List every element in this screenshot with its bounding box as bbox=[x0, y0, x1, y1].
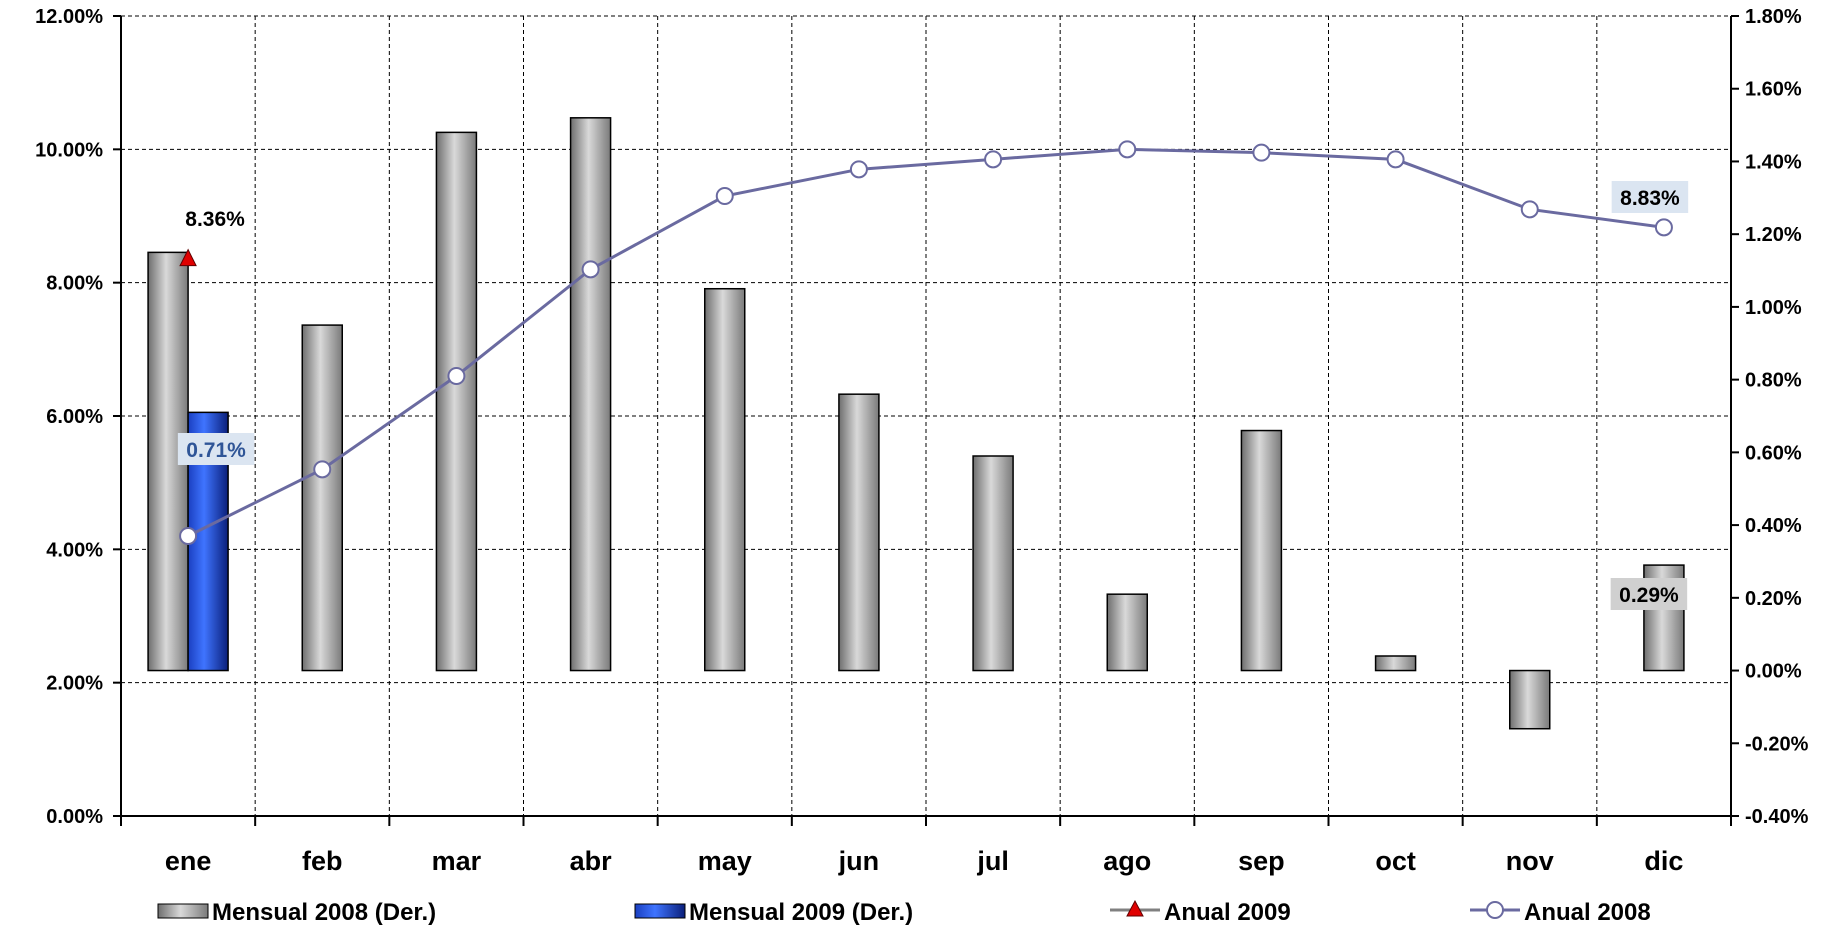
right-tick-label: 0.40% bbox=[1745, 515, 1802, 537]
point-anual-2008-oct bbox=[1386, 150, 1405, 169]
x-tick-label-feb: feb bbox=[302, 846, 343, 876]
x-tick-label-ago: ago bbox=[1103, 846, 1151, 876]
right-tick-label: 0.20% bbox=[1745, 588, 1802, 610]
point-anual-2008-sep bbox=[1252, 143, 1271, 162]
left-tick-label: 2.00% bbox=[46, 673, 103, 695]
legend-item-0: Mensual 2008 (Der.) bbox=[157, 899, 436, 926]
point-anual-2008-dic bbox=[1654, 218, 1673, 237]
bar-mensual-2008-mar bbox=[435, 131, 478, 672]
data-label-box bbox=[1610, 578, 1688, 610]
right-tick-label: 1.80% bbox=[1745, 6, 1802, 28]
left-tick-label: 8.00% bbox=[46, 273, 103, 295]
x-tick-label-oct: oct bbox=[1375, 846, 1416, 876]
axes: 0.00% 2.00% 4.00% 6.00% 8.00% 10.00% 12.00% -0.… bbox=[35, 6, 1808, 876]
bars bbox=[147, 117, 1685, 730]
right-tick-label: -0.40% bbox=[1745, 806, 1809, 828]
x-tick-label-may: may bbox=[698, 846, 752, 876]
x-tick-label-ene: ene bbox=[165, 846, 212, 876]
legend-marker bbox=[1126, 899, 1144, 917]
point-anual-2008-abr bbox=[581, 260, 600, 279]
x-tick-label-mar: mar bbox=[432, 846, 482, 876]
left-tick-label: 10.00% bbox=[35, 139, 103, 161]
point-anual-2008-ene bbox=[179, 527, 198, 545]
x-tick-label-abr: abr bbox=[570, 846, 613, 876]
legend-item-1: Mensual 2009 (Der.) bbox=[634, 899, 913, 926]
legend-item-3: Anual 2008 bbox=[1470, 899, 1651, 926]
legend-label: Mensual 2009 (Der.) bbox=[689, 899, 913, 926]
right-tick-label: 1.60% bbox=[1745, 79, 1802, 101]
legend-marker bbox=[1486, 901, 1504, 919]
line-anual-2008 bbox=[187, 147, 1665, 538]
point-anual-2008-jul bbox=[984, 150, 1003, 169]
right-tick-label: 1.20% bbox=[1745, 224, 1802, 246]
x-tick-label-nov: nov bbox=[1506, 846, 1554, 876]
point-anual-2008-nov bbox=[1520, 200, 1539, 219]
x-tick-label-dic: dic bbox=[1644, 846, 1683, 876]
point-anual-2008-may bbox=[715, 187, 734, 205]
right-tick-label: 1.00% bbox=[1745, 297, 1802, 319]
data-label: 8.36% bbox=[185, 208, 245, 231]
right-tick-label: 0.60% bbox=[1745, 442, 1802, 464]
left-tick-label: 0.00% bbox=[46, 806, 103, 828]
point-anual-2008-feb bbox=[313, 460, 332, 479]
data-label: 0.29% bbox=[1619, 584, 1679, 607]
bar-mensual-2008-nov bbox=[1509, 669, 1551, 730]
legend-swatch bbox=[634, 903, 686, 919]
left-tick-label: 4.00% bbox=[46, 539, 103, 561]
bar-mensual-2008-may bbox=[704, 287, 746, 672]
bar-mensual-2008-jul bbox=[972, 455, 1014, 672]
point-anual-2009-ene bbox=[179, 248, 197, 267]
legend-label: Anual 2009 bbox=[1164, 899, 1291, 926]
right-tick-label: 0.80% bbox=[1745, 370, 1802, 392]
bar-mensual-2008-jun bbox=[838, 393, 880, 672]
legend-swatch bbox=[157, 903, 209, 919]
data-label-box bbox=[177, 433, 255, 465]
left-tick-label: 12.00% bbox=[35, 6, 103, 28]
left-tick-label: 6.00% bbox=[46, 406, 103, 428]
bar-mensual-2008-abr bbox=[569, 117, 612, 672]
right-tick-label: -0.20% bbox=[1745, 733, 1809, 755]
lines bbox=[179, 140, 1673, 545]
legend: Mensual 2008 (Der.) Mensual 2009 (Der.) An… bbox=[157, 899, 1651, 926]
data-labels: 8.36% 0.71% 8.83% 0.29% bbox=[177, 181, 1689, 610]
x-tick-label-sep: sep bbox=[1238, 846, 1285, 876]
data-label: 8.83% bbox=[1620, 187, 1680, 210]
point-anual-2008-jun bbox=[849, 160, 868, 179]
gridlines bbox=[121, 15, 1731, 816]
point-anual-2008-mar bbox=[447, 367, 466, 385]
data-label-box bbox=[1611, 181, 1689, 213]
x-tick-label-jun: jun bbox=[838, 846, 880, 876]
point-anual-2008-ago bbox=[1118, 140, 1137, 159]
x-tick-label-jul: jul bbox=[976, 846, 1009, 876]
right-tick-label: 0.00% bbox=[1745, 661, 1802, 683]
legend-item-2: Anual 2009 bbox=[1110, 899, 1291, 926]
legend-label: Mensual 2008 (Der.) bbox=[212, 899, 436, 926]
bar-mensual-2008-oct bbox=[1374, 655, 1417, 672]
data-label: 0.71% bbox=[186, 439, 246, 462]
legend-label: Anual 2008 bbox=[1524, 899, 1651, 926]
right-tick-label: 1.40% bbox=[1745, 151, 1802, 173]
bar-mensual-2008-sep bbox=[1240, 429, 1283, 672]
bar-mensual-2008-ago bbox=[1106, 593, 1148, 672]
bar-mensual-2008-feb bbox=[301, 324, 343, 672]
